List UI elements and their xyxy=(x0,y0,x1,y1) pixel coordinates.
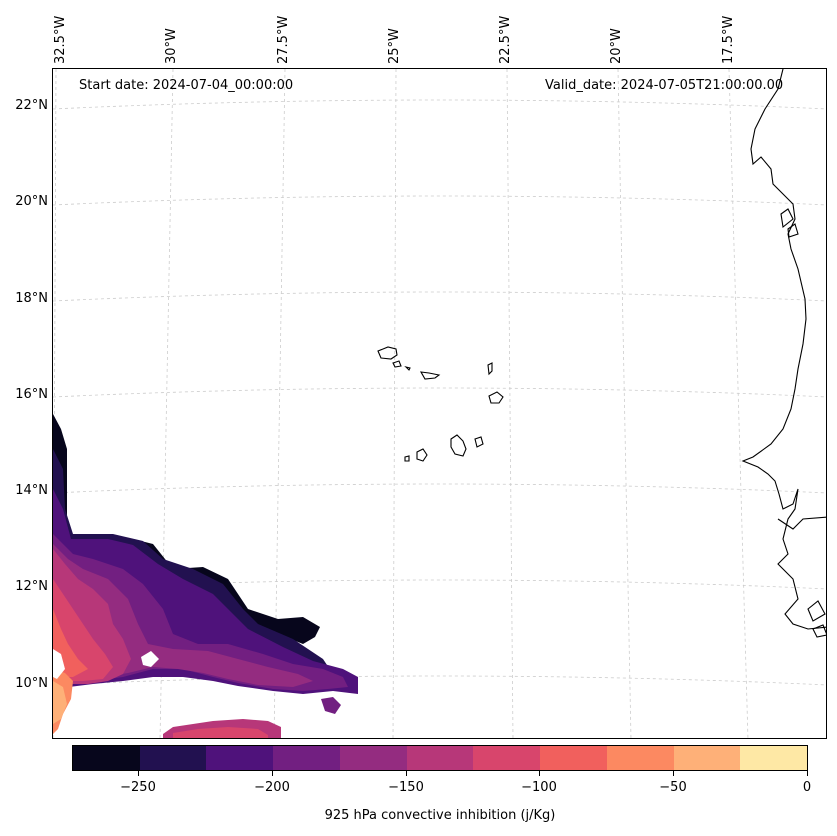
gridline-lat-16n xyxy=(53,387,826,398)
start-date-label: Start date: 2024-07-04_00:00:00 xyxy=(79,78,294,93)
island-santiago xyxy=(450,434,467,457)
lon-label-27-5w: 27.5°W xyxy=(276,15,291,64)
map-canvas xyxy=(53,69,826,738)
cin-band-darkest xyxy=(53,414,320,644)
colorbar xyxy=(72,745,808,771)
bijagos-islands xyxy=(807,600,826,638)
lat-label-18n: 18°N xyxy=(15,291,48,306)
colorbar-tick-0 xyxy=(807,771,808,776)
africa-coastline xyxy=(741,69,826,630)
colorbar-tick-minus-250 xyxy=(138,771,139,776)
map-panel[interactable] xyxy=(52,68,827,739)
colorbar-segment xyxy=(606,746,674,770)
lon-label-32-5w: 32.5°W xyxy=(53,15,68,64)
island-fogo xyxy=(416,448,428,462)
gridline-lon-22-5w xyxy=(506,69,514,738)
lat-label-10n: 10°N xyxy=(15,676,48,691)
colorbar-segment xyxy=(406,746,474,770)
lon-label-30w: 30°W xyxy=(164,28,179,64)
colorbar-segment xyxy=(473,746,541,770)
canary-islands-fragment xyxy=(780,208,799,238)
colorbar-tick-minus-100 xyxy=(539,771,540,776)
colorbar-ticklabel-minus-200: −200 xyxy=(254,780,290,795)
valid-date-label: Valid_date: 2024-07-05T21:00:00.00 xyxy=(545,78,784,93)
colorbar-segment xyxy=(740,746,808,770)
island-maio xyxy=(474,436,484,448)
gridline-lat-18n xyxy=(53,291,826,302)
island-boa-vista xyxy=(488,391,504,404)
colorbar-tick-minus-50 xyxy=(673,771,674,776)
gridline-lat-14n xyxy=(53,483,826,494)
island-sao-vicente xyxy=(392,360,402,368)
colorbar-ticklabel-minus-150: −150 xyxy=(388,780,424,795)
lon-label-20w: 20°W xyxy=(609,28,624,64)
colorbar-ticklabel-minus-100: −100 xyxy=(521,780,557,795)
cin-small-patch xyxy=(321,697,341,714)
colorbar-segment xyxy=(540,746,607,770)
lat-label-12n: 12°N xyxy=(15,579,48,594)
lat-label-22n: 22°N xyxy=(15,98,48,113)
lat-label-16n: 16°N xyxy=(15,387,48,402)
gridline-lat-22n xyxy=(53,99,826,110)
gridline-lat-20n xyxy=(53,195,826,206)
gridline-lon-20w xyxy=(617,69,632,738)
gridline-lon-17-5w xyxy=(728,69,749,738)
colorbar-ticklabel-0: 0 xyxy=(802,780,812,795)
colorbar-label: 925 hPa convective inhibition (j/Kg) xyxy=(324,808,556,823)
lon-label-25w: 25°W xyxy=(387,28,402,64)
island-sao-nicolau xyxy=(419,371,441,380)
colorbar-segment xyxy=(139,746,207,770)
gridline-lon-25w xyxy=(392,69,397,738)
island-brava xyxy=(404,455,410,462)
gridline-lat-10n xyxy=(53,675,826,686)
africa-coast-inlet xyxy=(777,516,826,530)
lon-label-17-5w: 17.5°W xyxy=(721,15,736,64)
colorbar-segment xyxy=(273,746,340,770)
colorbar-segment xyxy=(73,746,140,770)
lon-label-22-5w: 22.5°W xyxy=(498,15,513,64)
cin-contours xyxy=(53,414,358,738)
colorbar-tick-minus-150 xyxy=(406,771,407,776)
island-sal xyxy=(487,362,493,376)
lat-label-14n: 14°N xyxy=(15,483,48,498)
colorbar-tick-minus-200 xyxy=(272,771,273,776)
colorbar-ticklabel-minus-50: −50 xyxy=(659,780,687,795)
cin-hole-1 xyxy=(141,651,159,667)
colorbar-segment xyxy=(206,746,274,770)
cin-hole-2 xyxy=(53,649,65,679)
coastlines xyxy=(377,69,826,638)
colorbar-segment xyxy=(673,746,741,770)
lat-label-20n: 20°N xyxy=(15,194,48,209)
cin-band-50-25 xyxy=(53,681,67,724)
cin-south-patch-inner xyxy=(173,727,268,738)
island-santo-antao xyxy=(377,346,398,360)
island-santa-luzia xyxy=(404,365,411,371)
colorbar-segment xyxy=(339,746,407,770)
colorbar-ticklabel-minus-250: −250 xyxy=(120,780,156,795)
